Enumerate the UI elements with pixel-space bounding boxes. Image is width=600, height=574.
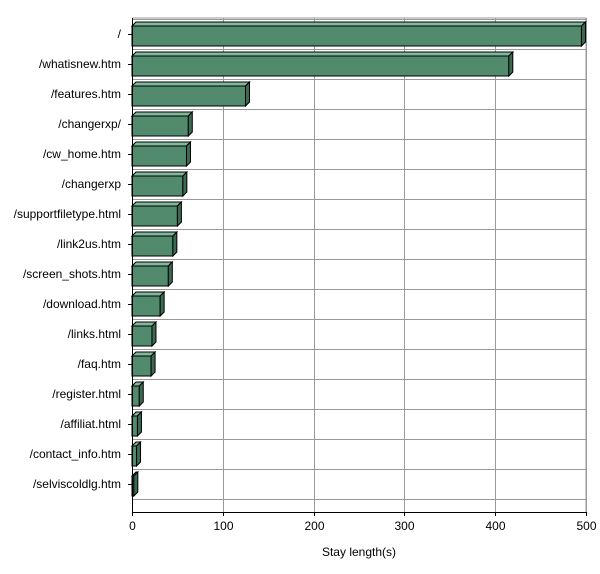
- x-tick-label: 300: [394, 519, 414, 533]
- bar: [130, 80, 251, 108]
- category-label: /selviscoldlg.htm: [33, 477, 121, 491]
- bar: [130, 410, 143, 438]
- category-label: /screen_shots.htm: [23, 267, 121, 281]
- bar-top: [130, 171, 189, 177]
- x-tick-labels: 0 100 200 300 400 500: [129, 519, 597, 533]
- bar-top: [130, 141, 192, 147]
- category-label: /: [118, 27, 122, 41]
- bar-top: [130, 81, 251, 87]
- bar-top: [130, 201, 183, 207]
- bar-side: [182, 170, 188, 198]
- x-tick-label: 100: [213, 519, 233, 533]
- bar-top: [130, 21, 587, 27]
- bar-front: [131, 205, 178, 227]
- bar: [130, 110, 194, 138]
- bar: [130, 440, 142, 468]
- bar-side: [172, 230, 178, 258]
- grid-lines: [132, 17, 587, 512]
- bar: [130, 170, 189, 198]
- category-label: /changerxp: [62, 177, 122, 191]
- category-label: /faq.htm: [78, 357, 121, 371]
- bar-top: [130, 291, 166, 297]
- bar-side: [580, 20, 586, 48]
- x-tick-label: 500: [576, 519, 596, 533]
- bar-side: [185, 140, 191, 168]
- bar-side: [138, 380, 144, 408]
- bar-side: [508, 50, 514, 78]
- bar-side: [245, 80, 250, 108]
- bar-front: [131, 25, 582, 47]
- bar-side: [159, 290, 165, 318]
- bar: [130, 260, 174, 288]
- bar-top: [130, 111, 194, 117]
- bar-front: [131, 85, 246, 107]
- bar-side: [133, 470, 139, 498]
- category-label: /cw_home.htm: [43, 147, 121, 161]
- bar: [130, 350, 157, 378]
- x-tick-label: 200: [304, 519, 324, 533]
- bar-front: [131, 385, 140, 407]
- bar-side: [187, 110, 193, 138]
- bar: [130, 140, 192, 168]
- bar: [130, 230, 179, 258]
- bar-side: [167, 260, 173, 288]
- category-label: /links.html: [68, 327, 121, 341]
- category-label: /download.htm: [43, 297, 121, 311]
- category-label: /contact_info.htm: [30, 447, 121, 461]
- bar: [130, 320, 158, 348]
- bar-front: [131, 175, 184, 197]
- category-label: /affiliat.html: [61, 417, 121, 431]
- bar-front: [131, 295, 161, 317]
- bar: [130, 20, 587, 48]
- bar-front: [131, 325, 153, 347]
- category-label: /link2us.htm: [57, 237, 121, 251]
- category-label: /whatisnew.htm: [39, 57, 121, 71]
- bars: [130, 20, 587, 498]
- x-axis-title: Stay length(s): [322, 545, 396, 559]
- category-label: /features.htm: [51, 87, 121, 101]
- bar-top: [130, 261, 174, 267]
- axes: [128, 18, 587, 516]
- bar-top: [130, 231, 179, 237]
- bar: [130, 50, 515, 78]
- category-label: /supportfiletype.html: [14, 207, 121, 221]
- x-tick-label: 0: [129, 519, 136, 533]
- bar-top: [130, 51, 515, 57]
- bar-side: [136, 440, 142, 468]
- bar: [130, 380, 145, 408]
- category-labels: / /whatisnew.htm/features.htm/changerxp/ /…: [14, 27, 122, 491]
- bar-side: [136, 410, 142, 438]
- bar-side: [150, 350, 156, 378]
- bar-front: [131, 115, 189, 137]
- bar-front: [131, 265, 169, 287]
- category-label: /register.html: [52, 387, 121, 401]
- bar-side: [151, 320, 157, 348]
- bar-front: [131, 55, 510, 77]
- bar-front: [131, 235, 174, 257]
- x-tick-label: 400: [485, 519, 505, 533]
- bar-front: [131, 145, 187, 167]
- bar-side: [176, 200, 182, 228]
- bar: [130, 200, 183, 228]
- bar: [130, 290, 166, 318]
- category-label: /changerxp/: [58, 117, 121, 131]
- bar-front: [131, 355, 152, 377]
